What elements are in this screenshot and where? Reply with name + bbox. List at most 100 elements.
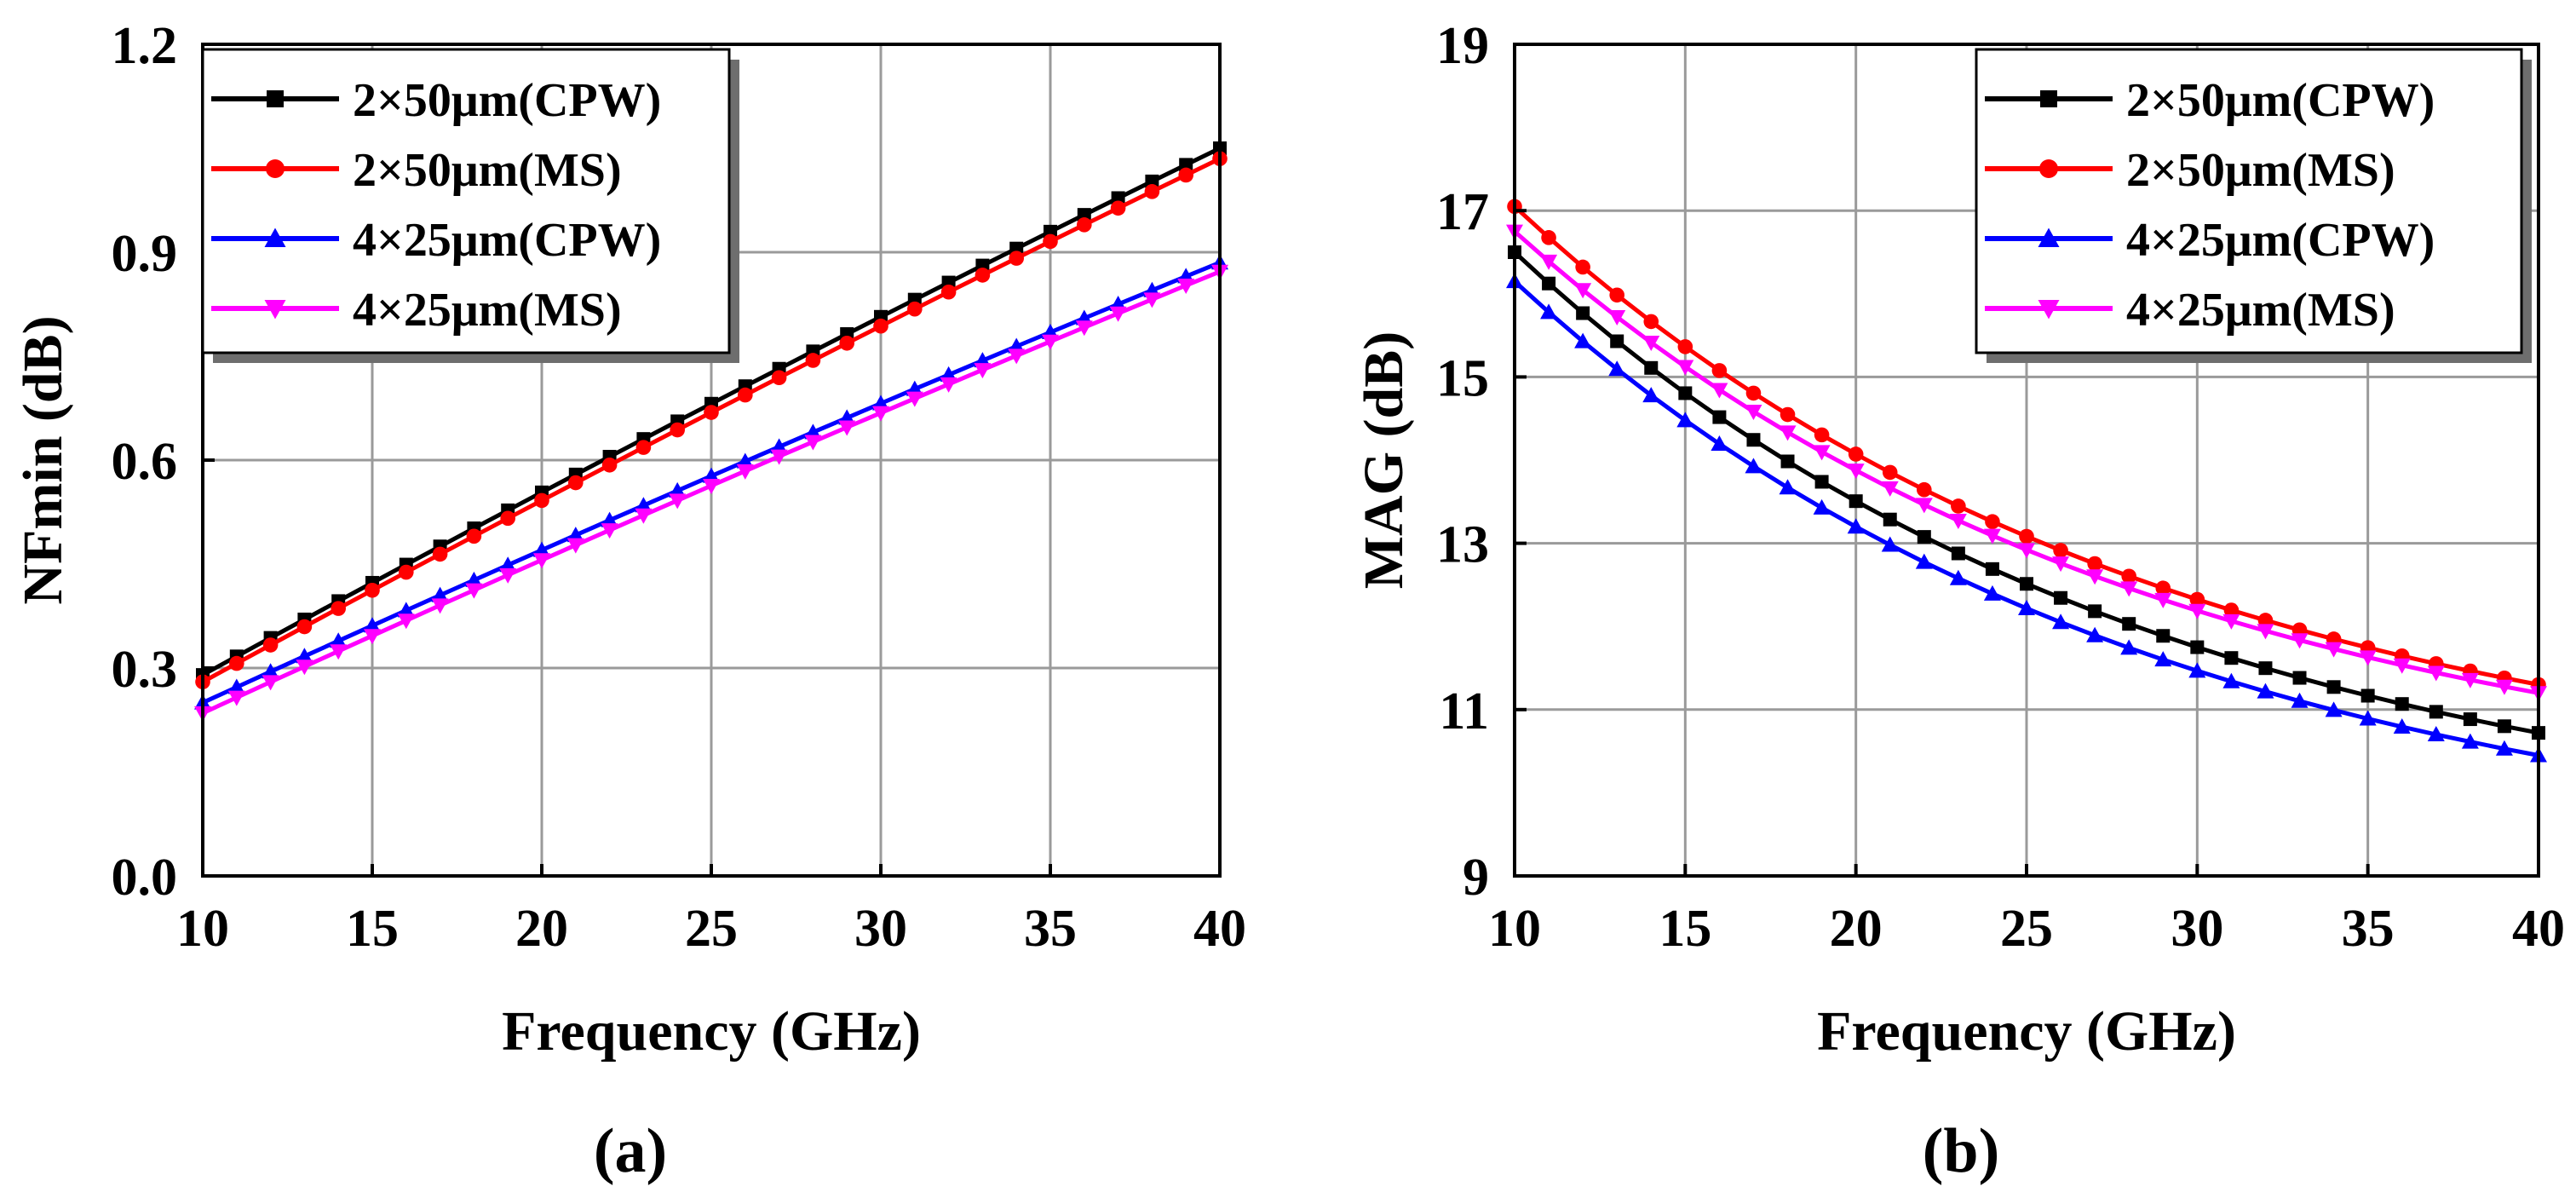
series-2 [1507, 199, 2546, 693]
data-point [703, 479, 720, 495]
data-point [838, 420, 856, 436]
data-point [1780, 454, 1795, 469]
data-point [2222, 672, 2240, 688]
data-point [1575, 259, 1590, 275]
x-tick-label: 15 [1659, 900, 1711, 958]
legend-label: 4×25μm(CPW) [353, 214, 661, 267]
data-point [1883, 512, 1897, 527]
data-point [2190, 640, 2205, 654]
x-tick-label: 40 [2512, 900, 2565, 958]
data-point [1915, 498, 1933, 514]
data-point [1849, 494, 1863, 509]
data-point [2052, 613, 2070, 630]
data-point [227, 690, 245, 706]
data-point [2326, 680, 2341, 694]
data-point [1609, 287, 1624, 303]
legend-item: 4×25μm(CPW) [1985, 214, 2435, 267]
x-tick-label: 20 [1830, 900, 1883, 958]
legend-item: 2×50μm(MS) [211, 144, 622, 197]
data-point [466, 528, 482, 544]
series-2 [195, 151, 1228, 690]
legend-marker [267, 90, 284, 107]
data-point [2053, 543, 2068, 558]
data-point [736, 464, 754, 480]
data-point [1178, 167, 1193, 183]
data-point [2188, 662, 2206, 678]
legend-label: 4×25μm(MS) [353, 284, 622, 337]
legend-label: 2×50μm(CPW) [353, 74, 661, 127]
data-point [1644, 360, 1659, 375]
data-point [1915, 553, 1933, 569]
data-point [331, 601, 347, 616]
data-point [330, 644, 348, 660]
data-point [872, 406, 889, 422]
legend-box [201, 48, 731, 354]
data-point [2120, 581, 2138, 597]
data-point [1177, 279, 1195, 295]
data-point [2463, 712, 2477, 727]
data-point [1110, 200, 1126, 216]
data-point [601, 511, 618, 527]
legend-label: 2×50μm(CPW) [2126, 74, 2435, 127]
data-point [2087, 556, 2102, 572]
series-3 [1506, 273, 2547, 763]
data-point [770, 449, 788, 465]
data-point [1917, 481, 1932, 498]
data-point [1043, 233, 1058, 250]
series-4 [1506, 224, 2547, 702]
data-point [940, 284, 957, 300]
data-point [2054, 590, 2068, 605]
data-point [1576, 306, 1590, 320]
y-tick-label: 0.6 [112, 433, 178, 491]
data-point [566, 527, 584, 543]
legend-label: 4×25μm(MS) [2126, 284, 2395, 337]
panel-a: 10 15 20 25 30 35 40 0.0 0.3 0.6 0.9 1.2 Frequency (… [12, 17, 1246, 1186]
data-point [262, 637, 279, 653]
data-point [2427, 726, 2445, 742]
y-tick-label: 15 [1436, 349, 1489, 407]
data-point [1711, 363, 1728, 378]
y-tick-label: 11 [1439, 683, 1489, 740]
legend-marker [2039, 159, 2058, 178]
data-point [1745, 385, 1762, 401]
legend-marker [266, 159, 285, 178]
x-axis-title: Frequency (GHz) [502, 1000, 921, 1063]
data-point [601, 457, 618, 473]
data-point [1847, 518, 1865, 534]
data-point [2393, 718, 2411, 734]
data-point [704, 405, 719, 420]
data-point [2120, 639, 2138, 655]
data-point [804, 435, 822, 451]
data-point [1779, 425, 1797, 441]
y-tick-label: 17 [1436, 183, 1489, 241]
data-point [2393, 658, 2411, 674]
data-point [2395, 697, 2409, 711]
data-point [1676, 412, 1694, 428]
y-tick-label: 0.3 [112, 641, 178, 699]
legend-item: 2×50μm(CPW) [211, 74, 661, 127]
data-point [1983, 585, 2001, 601]
data-point [738, 387, 753, 403]
x-tick-label: 20 [515, 900, 568, 958]
data-point [2258, 661, 2273, 676]
data-point [907, 301, 923, 317]
data-point [2291, 692, 2309, 708]
data-point [974, 363, 992, 379]
data-point [1574, 332, 1592, 348]
data-point [670, 422, 685, 438]
data-point [1847, 464, 1865, 480]
x-tick-label: 25 [685, 900, 738, 958]
data-point [1882, 464, 1898, 481]
data-point [364, 617, 381, 633]
data-point [2018, 543, 2035, 559]
data-point [1610, 334, 1624, 348]
data-point [465, 583, 483, 599]
data-point [2257, 624, 2274, 640]
data-point [1608, 309, 1626, 325]
data-point [2088, 604, 2102, 619]
data-point [2497, 719, 2511, 734]
data-point [2461, 733, 2479, 749]
data-point [601, 523, 618, 539]
data-point [1712, 410, 1727, 424]
